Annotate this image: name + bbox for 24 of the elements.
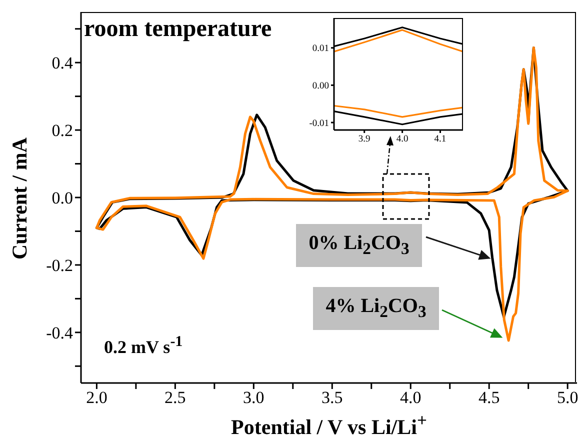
annotation: room temperature: [84, 16, 272, 43]
x-tick-label: 4.5: [478, 388, 500, 408]
x-tick-label: 4.1: [434, 134, 446, 145]
y-axis-title: Current / mA: [8, 136, 32, 262]
x-tick-label: 2.5: [164, 388, 186, 408]
y-tick-label: -0.4: [46, 323, 74, 342]
x-tick-label: 4.0: [396, 134, 408, 145]
x-tick-label: 3.5: [322, 388, 343, 408]
y-tick-label: -0.2: [46, 256, 73, 275]
x-tick-label: 4.0: [400, 388, 422, 408]
y-tick-label: 0.4: [52, 54, 74, 73]
x-tick-label: 3.0: [243, 388, 264, 408]
y-tick-label: 0.2: [52, 121, 73, 140]
series-label: 0% Li$_{2}$CO$_{3}$: [308, 232, 410, 259]
annotation: 0.2 mV s$^{-1}$: [104, 334, 183, 358]
x-tick-label: 2.0: [86, 388, 108, 408]
y-tick-label: -0.01: [309, 118, 330, 129]
y-tick-label: 0.0: [52, 188, 73, 208]
x-tick-label: 3.9: [358, 134, 371, 145]
text: 4% Li$_{2}$CO$_{3}$: [326, 295, 426, 322]
x-tick-label: 5.0: [556, 388, 578, 408]
x-axis-title: Potential / V vs Li/Li$^{+}$: [230, 410, 428, 440]
y-tick-label: 0.00: [312, 82, 330, 92]
y-tick-label: 0.01: [312, 44, 330, 54]
